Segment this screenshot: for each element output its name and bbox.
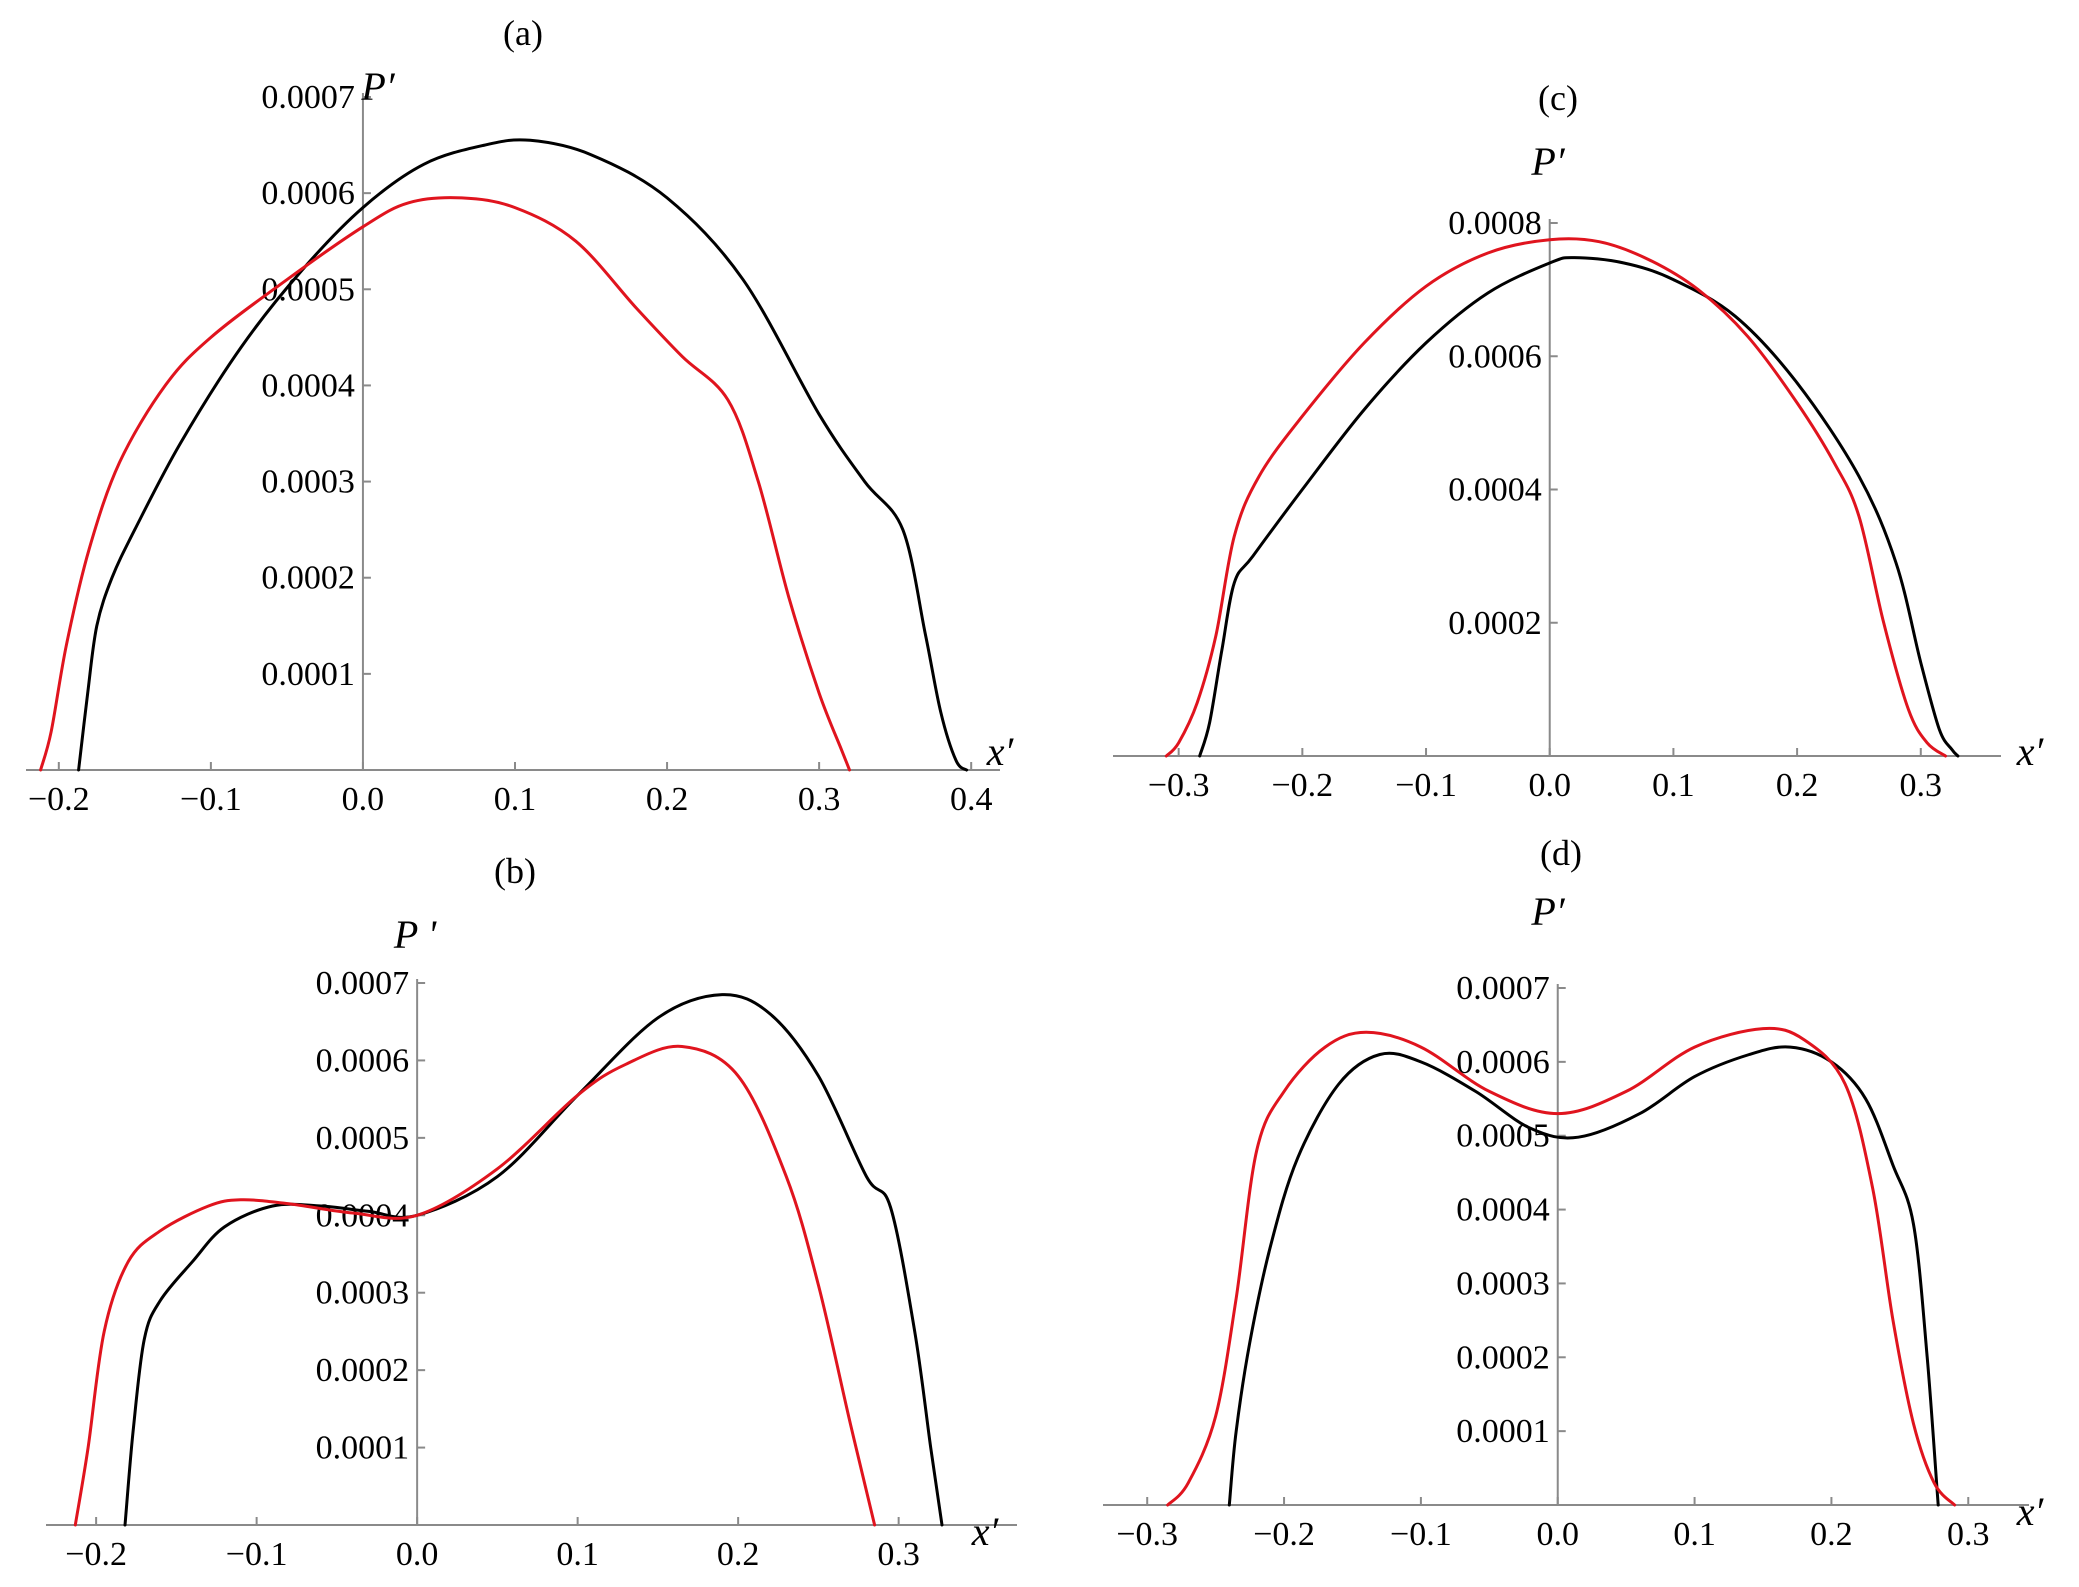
- x-tick-label: −0.2: [1253, 1516, 1315, 1553]
- x-tick-label: −0.1: [226, 1536, 288, 1573]
- y-tick-label: 0.0006: [261, 175, 355, 212]
- y-tick-label: 0.0007: [1456, 970, 1550, 1007]
- x-tick-label: 0.2: [1810, 1516, 1853, 1553]
- y-tick-label: 0.0003: [316, 1275, 410, 1312]
- x-tick-label: 0.2: [646, 781, 689, 818]
- y-tick-label: 0.0006: [1456, 1044, 1550, 1081]
- x-tick-label: −0.1: [180, 781, 242, 818]
- y-tick-label: 0.0008: [1448, 205, 1542, 242]
- panel-d: (d) −0.3 −0.2 −0.1 0.0 0.1 0.2 0.3 0.0001 0.0002 0…: [1103, 833, 2044, 1553]
- y-tick-label: 0.0002: [261, 560, 355, 597]
- y-tick-label: 0.0002: [316, 1352, 410, 1389]
- x-axis-label: x′: [2016, 1489, 2045, 1534]
- x-axis-label: x′: [971, 1509, 1000, 1554]
- y-tick-label: 0.0001: [1456, 1413, 1550, 1450]
- x-tick-label: 0.2: [717, 1536, 760, 1573]
- x-tick-label: −0.2: [28, 781, 90, 818]
- x-tick-label: 0.0: [1528, 767, 1571, 804]
- series-line-black: [77, 138, 969, 772]
- panel-b: (b) −0.2 −0.1 0.0 0.1 0.2 0.3 0.0001 0.0002 0.000…: [46, 851, 1017, 1573]
- x-tick-label: 0.0: [1536, 1516, 1579, 1553]
- series-line-red: [73, 1044, 877, 1527]
- y-axis-label: P′: [1530, 139, 1565, 184]
- x-tick-label: 0.0: [342, 781, 385, 818]
- y-tick-label: 0.0006: [1448, 338, 1542, 375]
- x-tick-label: 0.1: [1652, 767, 1695, 804]
- panel-label-d: (d): [1540, 833, 1582, 873]
- x-tick-label: −0.3: [1148, 767, 1210, 804]
- series-line-black: [1227, 1045, 1940, 1507]
- y-tick-label: 0.0003: [261, 464, 355, 501]
- y-tick-label: 0.0006: [316, 1042, 410, 1079]
- y-tick-label: 0.0002: [1456, 1339, 1550, 1376]
- series-line-red: [1164, 237, 1947, 758]
- x-tick-label: 0.3: [1900, 767, 1943, 804]
- panel-a: (a) −0.2 −0.1 0.0 0.1 0.2 0.3 0.4 0.0001 0.0002 0.…: [26, 13, 1014, 818]
- series-line-red: [39, 196, 851, 772]
- y-tick-label: 0.0004: [261, 367, 355, 404]
- x-axis-label: x′: [2016, 729, 2045, 774]
- x-tick-label: 0.3: [877, 1536, 920, 1573]
- series-line-black: [1198, 256, 1960, 758]
- x-axis-label: x′: [986, 729, 1015, 774]
- y-axis-label: P′: [360, 64, 395, 109]
- series-line-red: [1166, 1026, 1957, 1507]
- panel-label-c: (c): [1538, 78, 1578, 118]
- y-tick-label: 0.0004: [1448, 472, 1542, 509]
- panel-label-a: (a): [503, 13, 543, 53]
- y-tick-label: 0.0003: [1456, 1265, 1550, 1302]
- panel-label-b: (b): [494, 851, 536, 891]
- x-tick-label: 0.0: [396, 1536, 439, 1573]
- x-tick-label: 0.2: [1776, 767, 1819, 804]
- y-tick-label: 0.0005: [1456, 1118, 1550, 1155]
- y-tick-label: 0.0002: [1448, 605, 1542, 642]
- y-tick-label: 0.0007: [316, 965, 410, 1002]
- y-tick-label: 0.0005: [316, 1120, 410, 1157]
- y-tick-label: 0.0001: [316, 1430, 410, 1467]
- y-tick-label: 0.0004: [1456, 1192, 1550, 1229]
- x-tick-label: 0.1: [1673, 1516, 1716, 1553]
- x-tick-label: 0.3: [798, 781, 841, 818]
- panel-c: (c) −0.3 −0.2 −0.1 0.0 0.1 0.2 0.3 0.0002 0.0004 0…: [1113, 78, 2044, 804]
- y-axis-label: P ': [393, 912, 438, 957]
- y-tick-label: 0.0001: [261, 656, 355, 693]
- x-tick-label: −0.2: [1272, 767, 1334, 804]
- y-axis-label: P′: [1530, 889, 1565, 934]
- x-tick-label: −0.3: [1116, 1516, 1178, 1553]
- x-tick-label: −0.1: [1395, 767, 1457, 804]
- x-tick-label: −0.2: [65, 1536, 127, 1573]
- x-tick-label: −0.1: [1390, 1516, 1452, 1553]
- x-tick-label: 0.1: [494, 781, 537, 818]
- series-line-black: [123, 993, 944, 1527]
- x-tick-label: 0.3: [1947, 1516, 1990, 1553]
- x-tick-label: 0.4: [950, 781, 993, 818]
- y-tick-label: 0.0007: [261, 79, 355, 116]
- x-tick-label: 0.1: [556, 1536, 599, 1573]
